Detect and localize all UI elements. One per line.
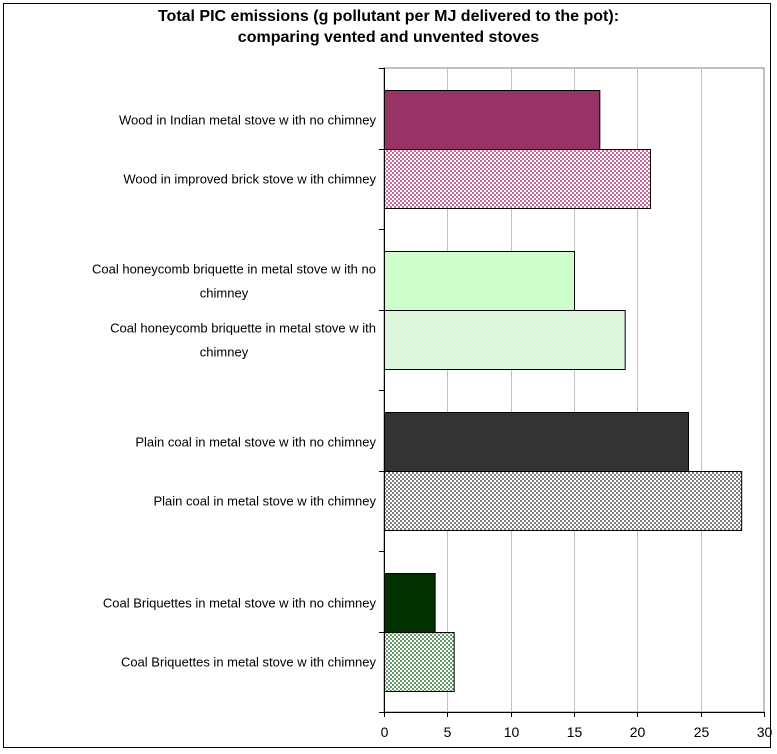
x-tick-label: 15 — [567, 724, 583, 740]
bar-label: Wood in improved brick stove w ith chimn… — [123, 172, 376, 187]
bar — [384, 412, 689, 472]
bar — [384, 471, 743, 531]
bar-label: chimney — [200, 345, 249, 360]
bar-label: Plain coal in metal stove w ith chimney — [153, 494, 376, 509]
x-tick-label: 0 — [381, 724, 389, 740]
bar-label: Plain coal in metal stove w ith no chimn… — [135, 435, 376, 450]
chart-title-line-2: comparing vented and unvented stoves — [237, 29, 540, 46]
x-tick-label: 20 — [630, 724, 646, 740]
bar — [384, 90, 601, 150]
chart-title: Total PIC emissions (g pollutant per MJ … — [0, 6, 777, 48]
bar — [384, 573, 436, 633]
bar-label: Coal Briquettes in metal stove w ith chi… — [121, 655, 377, 670]
bar-label: Coal Briquettes in metal stove w ith no … — [103, 596, 377, 611]
bar — [384, 251, 575, 311]
bar-label: chimney — [200, 286, 249, 301]
x-tick-label: 30 — [757, 724, 773, 740]
x-tick-label: 25 — [694, 724, 710, 740]
bar-label: Wood in Indian metal stove w ith no chim… — [119, 113, 377, 128]
x-tick-label: 10 — [504, 724, 520, 740]
bar-label: Coal honeycomb briquette in metal stove … — [92, 262, 376, 277]
bar — [384, 632, 455, 692]
x-tick-label: 5 — [444, 724, 452, 740]
chart-title-line-1: Total PIC emissions (g pollutant per MJ … — [157, 8, 620, 25]
bar — [384, 149, 651, 209]
bar-label: Coal honeycomb briquette in metal stove … — [110, 321, 376, 336]
bar — [384, 310, 626, 370]
